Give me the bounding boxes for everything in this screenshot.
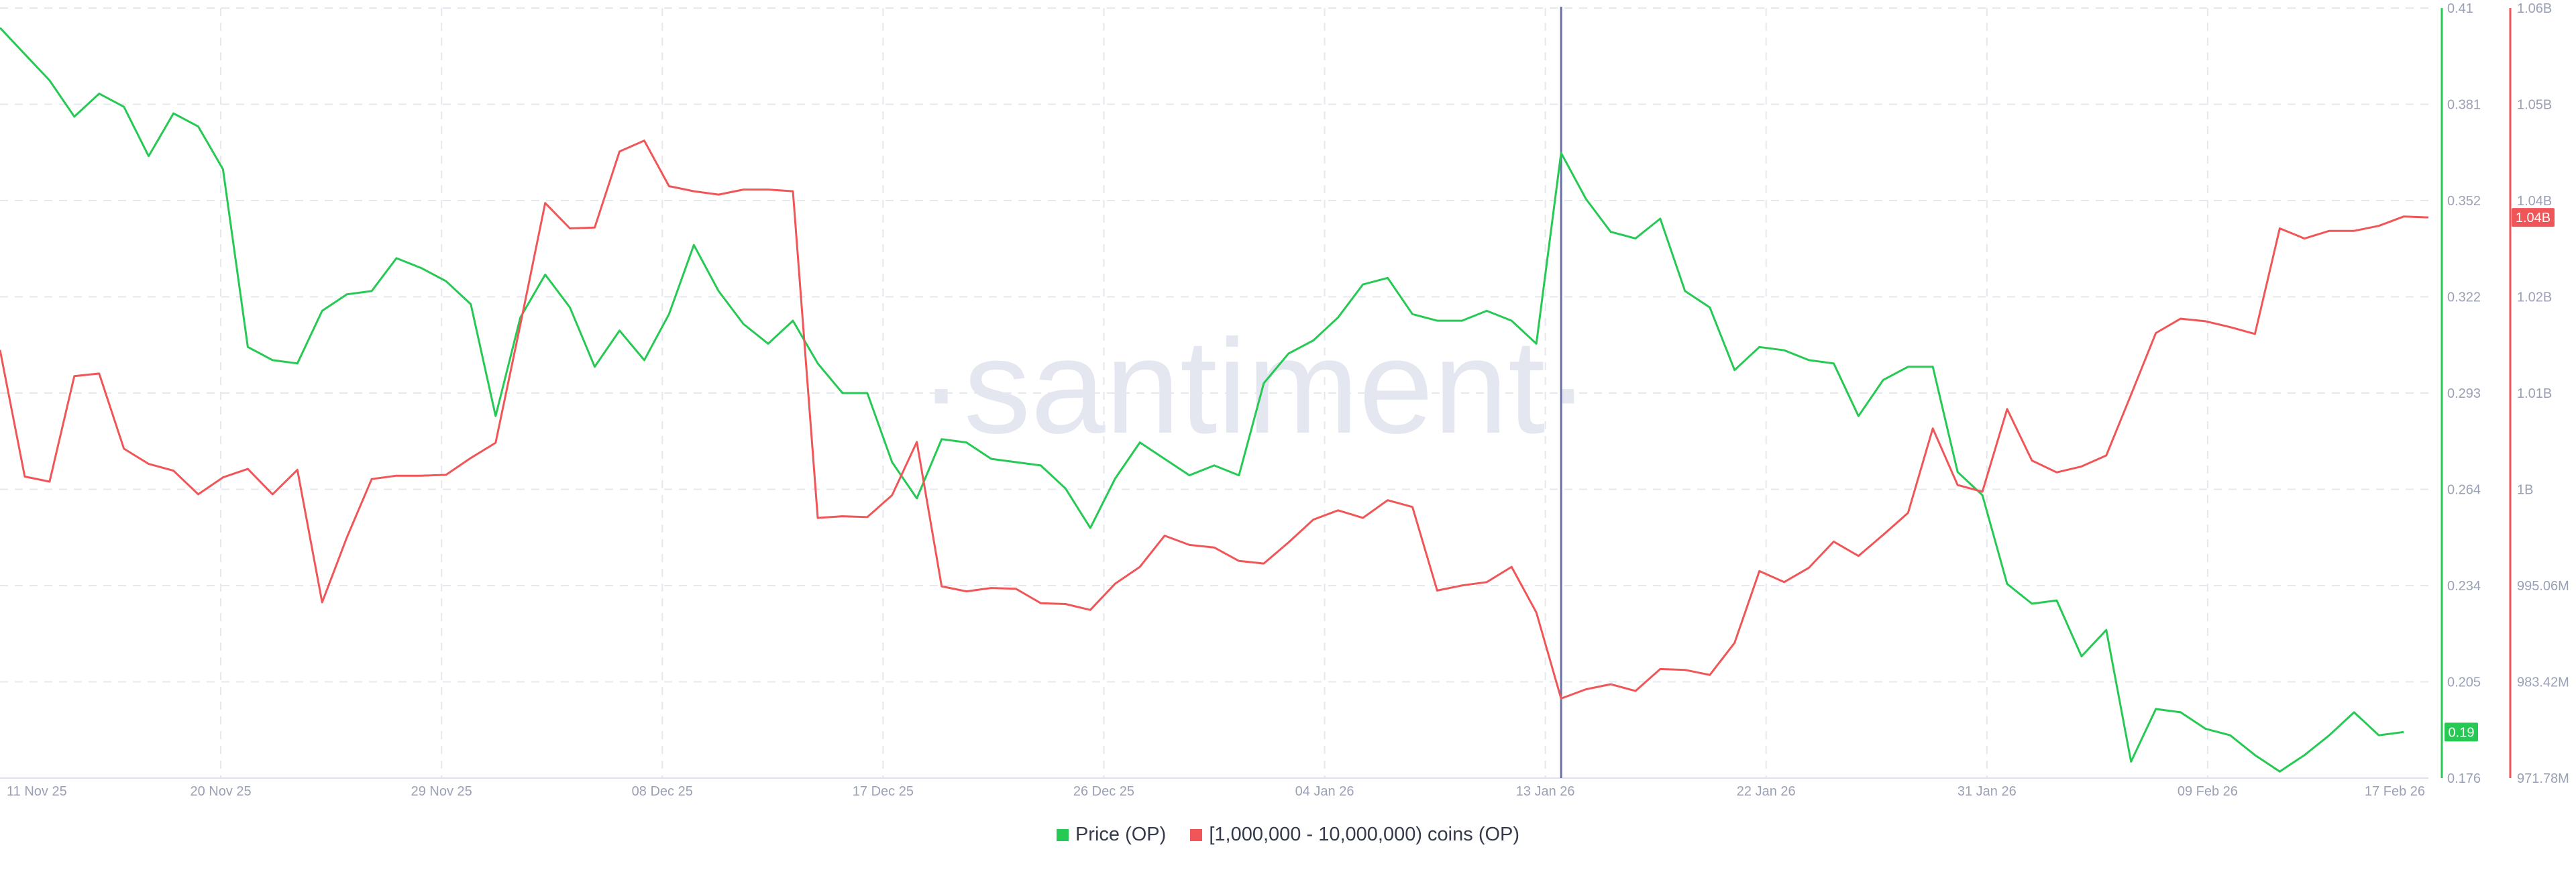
holders-axis-tick: 1.02B <box>2517 290 2552 305</box>
holders-axis-tick: 1.04B <box>2517 194 2552 209</box>
legend-label-price: Price (OP) <box>1075 824 1167 845</box>
legend-label-holders: [1,000,000 - 10,000,000) coins (OP) <box>1209 824 1520 845</box>
x-axis-tick: 26 Dec 25 <box>1073 784 1134 799</box>
x-axis-tick: 17 Dec 25 <box>853 784 914 799</box>
holders-axis-tick: 995.06M <box>2517 579 2569 594</box>
price-axis-tick: 0.205 <box>2447 675 2481 690</box>
x-axis-tick: 29 Nov 25 <box>411 784 472 799</box>
holders-axis-tick: 1.06B <box>2517 1 2552 16</box>
series-layer <box>0 7 2429 778</box>
legend-swatch-holders <box>1190 829 1203 841</box>
holders-axis-tick: 1.01B <box>2517 386 2552 401</box>
x-axis-tick: 13 Jan 26 <box>1516 784 1575 799</box>
legend: Price (OP) [1,000,000 - 10,000,000) coin… <box>0 824 2576 846</box>
holders-axis-tick: 983.42M <box>2517 675 2569 690</box>
price-axis-tick: 0.264 <box>2447 483 2481 498</box>
grid <box>0 7 2428 779</box>
price-axis-tick: 0.381 <box>2447 98 2481 113</box>
price-last-badge <box>2445 722 2478 742</box>
price-axis-tick: 0.352 <box>2447 194 2481 209</box>
holders-line <box>0 140 2429 700</box>
holders-axis-tick: 1B <box>2517 483 2533 498</box>
legend-swatch-price <box>1056 829 1069 841</box>
holders-axis-tick: 971.78M <box>2517 771 2569 786</box>
x-axis-tick: 08 Dec 25 <box>632 784 693 799</box>
x-axis-tick: 17 Feb 26 <box>2365 784 2425 799</box>
legend-item-holders[interactable]: [1,000,000 - 10,000,000) coins (OP) <box>1190 824 1519 846</box>
watermark: ·santiment· <box>919 312 1590 461</box>
axis-labels: 0.41 1.06B 0.381 1.05B 0.352 1.04B 0.322 1.02B 0… <box>7 1 2569 799</box>
price-axis-tick: 0.234 <box>2447 579 2481 594</box>
price-line <box>0 27 2404 773</box>
x-axis-tick: 04 Jan 26 <box>1295 784 1354 799</box>
x-axis-tick: 11 Nov 25 <box>7 784 67 799</box>
x-axis-tick: 09 Feb 26 <box>2178 784 2238 799</box>
x-axis-tick: 20 Nov 25 <box>191 784 252 799</box>
x-axis-tick: 22 Jan 26 <box>1737 784 1796 799</box>
price-last-label: 0.19 <box>2449 725 2475 740</box>
axes <box>0 8 2512 779</box>
price-axis-tick: 0.293 <box>2447 386 2481 401</box>
price-axis-tick: 0.322 <box>2447 290 2481 305</box>
price-axis-tick: 0.41 <box>2447 1 2473 16</box>
x-axis-tick: 31 Jan 26 <box>1957 784 2017 799</box>
legend-item-price[interactable]: Price (OP) <box>1056 824 1167 846</box>
holders-last-label: 1.04B <box>2516 211 2551 225</box>
holders-axis-tick: 1.05B <box>2517 98 2552 113</box>
holders-last-badge <box>2512 208 2555 227</box>
price-axis-tick: 0.176 <box>2447 771 2481 786</box>
